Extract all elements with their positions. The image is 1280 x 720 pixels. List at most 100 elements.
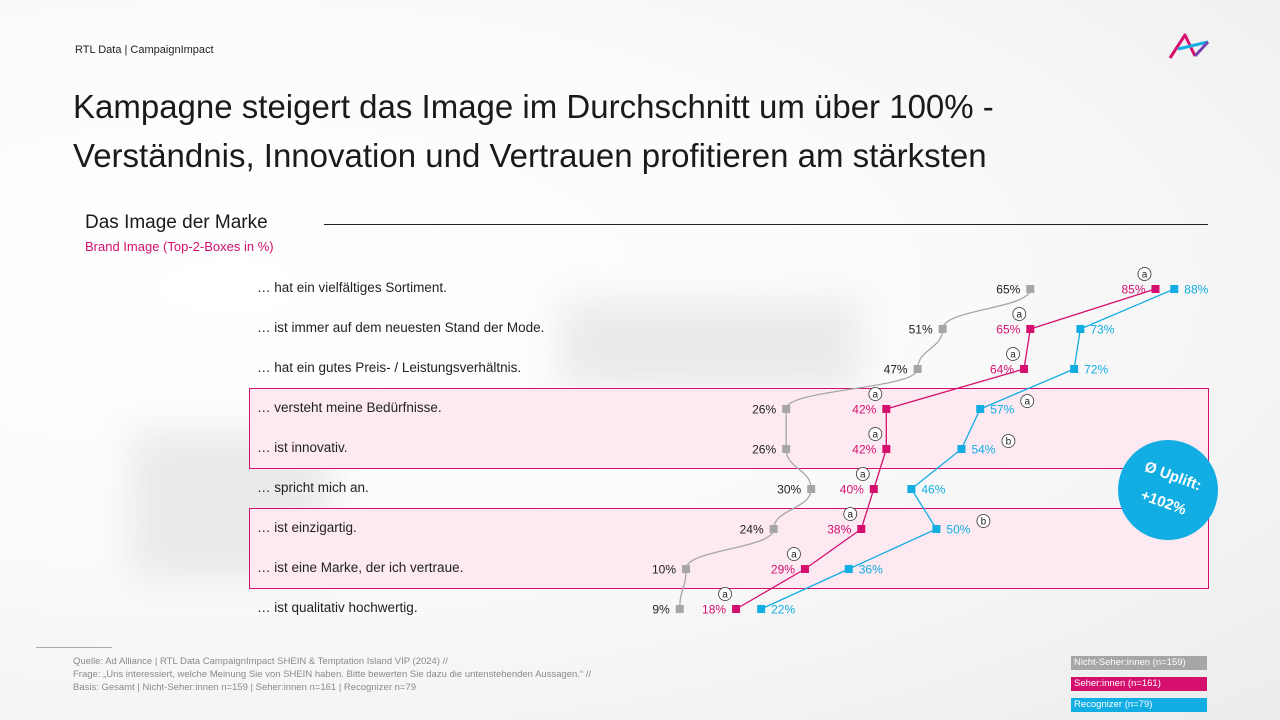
row-label: … ist immer auf dem neuesten Stand der M… — [257, 320, 545, 335]
data-label: 65% — [996, 283, 1020, 297]
data-label: 36% — [859, 563, 883, 577]
data-label: 42% — [852, 443, 876, 457]
legend-viewers: Seher:innen (n=161) — [1071, 677, 1207, 691]
data-point — [682, 565, 690, 573]
data-label: 38% — [827, 523, 851, 537]
data-label: 26% — [752, 443, 776, 457]
data-label: 88% — [1184, 283, 1208, 297]
significance-marker — [868, 387, 883, 401]
row-label: … ist innovativ. — [257, 440, 348, 455]
data-label: 85% — [1121, 283, 1145, 297]
series-line — [679, 288, 1031, 610]
footnote-source: Quelle: Ad Alliance | RTL Data CampaignI… — [73, 656, 448, 667]
data-point — [907, 485, 916, 493]
data-point — [1076, 325, 1085, 333]
data-point — [1170, 285, 1179, 293]
significance-marker — [1020, 394, 1035, 408]
significance-marker — [843, 507, 858, 521]
data-label: 51% — [909, 323, 933, 337]
data-point — [1026, 285, 1035, 293]
significance-letter: a — [873, 390, 879, 401]
legend-nonviewers: Nicht-Seher:innen (n=159) — [1071, 656, 1207, 670]
row-label: … hat ein gutes Preis- / Leistungsverhäl… — [257, 360, 522, 375]
data-point — [913, 365, 922, 373]
significance-marker — [787, 547, 801, 561]
data-label: 54% — [971, 443, 995, 457]
data-label: 57% — [990, 403, 1014, 417]
data-label: 72% — [1084, 363, 1108, 377]
brand-logo-icon — [1168, 33, 1210, 59]
data-point — [882, 405, 891, 413]
data-point — [1070, 365, 1079, 373]
significance-marker — [868, 427, 883, 441]
footnote-base: Basis: Gesamt | Nicht-Seher:innen n=159 … — [73, 682, 417, 693]
data-label: 42% — [852, 403, 876, 417]
significance-letter: a — [1010, 350, 1016, 361]
footnote-question: Frage: „Uns interessiert, welche Meinung… — [73, 669, 592, 680]
row-label: … ist eine Marke, der ich vertraue. — [257, 560, 464, 575]
significance-letter: a — [791, 550, 797, 561]
data-label: 10% — [652, 563, 676, 577]
highlight-band — [249, 508, 1209, 589]
data-point — [732, 605, 741, 613]
significance-marker — [1001, 434, 1016, 448]
page-title: Kampagne steigert das Image im Durchschn… — [73, 82, 1193, 180]
significance-marker — [855, 467, 870, 481]
significance-marker — [1006, 347, 1020, 361]
significance-letter: b — [1006, 437, 1012, 448]
data-label: 65% — [996, 323, 1020, 337]
data-point — [757, 605, 766, 613]
significance-letter: b — [981, 517, 987, 528]
section-subtitle: Brand Image (Top-2-Boxes in %) — [85, 239, 274, 254]
significance-letter: a — [873, 430, 879, 441]
data-point — [769, 525, 778, 533]
row-label: … versteht meine Bedürfnisse. — [257, 400, 442, 415]
series-line — [760, 288, 1175, 610]
highlight-band — [249, 388, 1209, 469]
data-point — [938, 325, 947, 333]
data-point — [782, 445, 791, 453]
significance-letter: a — [722, 590, 728, 601]
data-point — [869, 485, 878, 493]
data-label: 46% — [921, 483, 945, 497]
significance-marker — [1137, 267, 1152, 281]
data-label: 18% — [702, 603, 726, 617]
data-point — [782, 405, 791, 413]
section-title: Das Image der Marke — [85, 212, 268, 233]
data-label: 47% — [884, 363, 908, 377]
data-label: 40% — [840, 483, 864, 497]
significance-letter: a — [1024, 397, 1030, 408]
row-label: … spricht mich an. — [257, 480, 369, 495]
significance-marker — [718, 587, 732, 601]
data-point — [857, 525, 866, 533]
significance-letter: a — [1017, 310, 1023, 321]
significance-letter: a — [847, 510, 853, 521]
series-line — [735, 288, 1156, 610]
row-label: … ist qualitativ hochwertig. — [257, 600, 418, 615]
section-divider — [324, 224, 1208, 225]
significance-marker — [1012, 307, 1027, 321]
data-point — [932, 525, 941, 533]
data-label: 24% — [740, 523, 764, 537]
row-label: … hat ein vielfältiges Sortiment. — [257, 280, 447, 295]
data-point — [1151, 285, 1160, 293]
data-label: 64% — [990, 363, 1014, 377]
significance-letter: a — [1142, 270, 1148, 281]
title-line-1: Kampagne steigert das Image im Durchschn… — [73, 88, 994, 125]
data-point — [844, 565, 853, 573]
data-label: 22% — [771, 603, 795, 617]
data-point — [675, 605, 684, 613]
data-label: 26% — [752, 403, 776, 417]
significance-letter: a — [860, 470, 866, 481]
data-point — [807, 485, 816, 493]
data-point — [882, 445, 891, 453]
significance-marker — [976, 514, 991, 528]
data-point — [976, 405, 985, 413]
data-point — [800, 565, 809, 573]
footnote-divider — [36, 647, 112, 648]
row-label: … ist einzigartig. — [257, 520, 357, 535]
header-label: RTL Data | CampaignImpact — [75, 44, 214, 56]
data-point — [957, 445, 966, 453]
legend-recognizer: Recognizer (n=79) — [1071, 698, 1207, 712]
